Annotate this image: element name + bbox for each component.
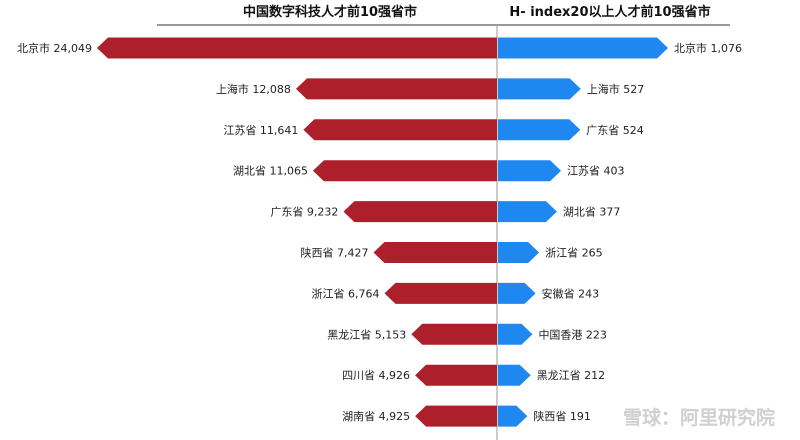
right-bar-label-6: 浙江省 265 (545, 247, 603, 260)
right-bar-label-4: 江苏省 403 (567, 165, 625, 178)
left-bar-4 (312, 160, 497, 182)
left-bar-label-8: 黑龙江省 5,153 (327, 328, 406, 341)
left-bar-label-1: 北京市 24,049 (17, 41, 92, 55)
right-bar-label-2: 上海市 527 (587, 82, 645, 96)
left-bar-label-4: 湖北省 11,065 (233, 165, 308, 178)
left-bar-label-2: 上海市 12,088 (216, 82, 291, 96)
left-bar-series: 北京市 24,049 上海市 12,088 江苏省 11,641 湖北省 11,065… (17, 37, 497, 427)
right-bar-9 (498, 364, 531, 386)
right-chart-title: H- index20以上人才前10强省市 (509, 4, 710, 20)
right-bar-label-10: 陕西省 191 (533, 409, 591, 423)
right-bar-label-9: 黑龙江省 212 (537, 369, 606, 382)
right-bar-3 (498, 119, 581, 141)
right-bar-2 (498, 78, 581, 100)
right-bar-label-1: 北京市 1,076 (674, 41, 742, 55)
left-bar-label-7: 浙江省 6,764 (311, 287, 379, 300)
left-bar-label-10: 湖南省 4,925 (342, 410, 410, 423)
right-bar-label-8: 中国香港 223 (538, 328, 607, 341)
right-bar-series: 北京市 1,076 上海市 527 广东省 524 江苏省 403 湖北省 377 浙江省… (498, 37, 742, 427)
left-bar-2 (295, 78, 497, 100)
right-bar-5 (498, 201, 557, 223)
left-bar-6 (373, 242, 497, 263)
left-bar-8 (411, 323, 497, 345)
right-bar-1 (498, 37, 668, 59)
left-bar-9 (415, 364, 497, 386)
right-bar-6 (498, 242, 540, 263)
right-bar-label-5: 湖北省 377 (563, 206, 621, 219)
left-bar-10 (415, 405, 497, 427)
left-bar-1 (97, 37, 497, 59)
left-bar-label-3: 江苏省 11,641 (223, 124, 298, 137)
left-bar-label-6: 陕西省 7,427 (300, 246, 368, 260)
left-bar-label-5: 广东省 9,232 (270, 206, 338, 219)
left-bar-label-9: 四川省 4,926 (342, 369, 410, 382)
right-bar-label-7: 安徽省 243 (542, 286, 600, 300)
right-bar-7 (498, 282, 536, 304)
watermark: 雪球：阿里研究院 (623, 406, 775, 429)
left-bar-3 (303, 119, 497, 141)
right-bar-4 (498, 160, 562, 182)
right-bar-8 (498, 323, 533, 345)
left-bar-7 (384, 282, 497, 304)
left-bar-5 (343, 201, 497, 223)
right-bar-label-3: 广东省 524 (586, 124, 644, 137)
left-chart-title: 中国数字科技人才前10强省市 (243, 4, 417, 20)
right-bar-10 (498, 405, 528, 427)
